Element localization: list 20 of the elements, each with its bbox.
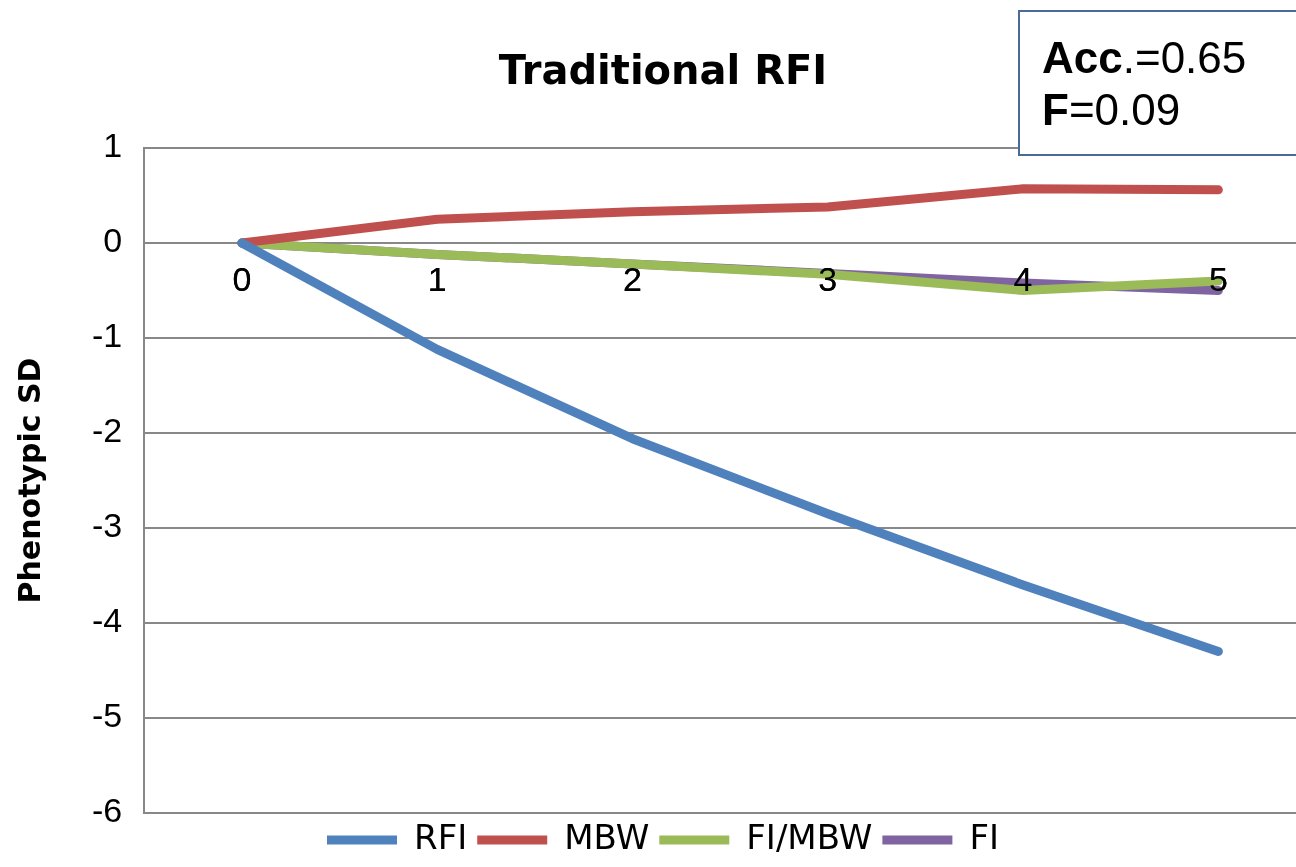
y-axis-title: Phenotypic SD — [11, 357, 47, 604]
x-tick-label: 0 — [232, 259, 252, 298]
y-tick-label: -6 — [92, 791, 123, 830]
x-tick-label: 2 — [623, 259, 642, 298]
y-tick-label: -4 — [92, 601, 123, 640]
text: Acc.=0.65 — [1042, 33, 1247, 82]
y-tick-label: -3 — [92, 506, 123, 545]
legend-label: FI — [969, 816, 999, 857]
x-tick-label: 4 — [1013, 259, 1033, 298]
y-tick-label: 1 — [103, 126, 123, 165]
chart-title: Traditional RFI — [498, 47, 828, 94]
y-tick-label: -5 — [92, 696, 123, 735]
text: F=0.09 — [1042, 85, 1181, 134]
legend-label: FI/MBW — [746, 816, 873, 857]
y-tick-label: 0 — [103, 221, 123, 260]
legend-label: RFI — [414, 816, 468, 857]
x-tick-label: 1 — [427, 259, 447, 298]
y-tick-label: -1 — [92, 316, 123, 355]
legend-label: MBW — [564, 816, 650, 857]
y-tick-label: -2 — [92, 411, 123, 450]
